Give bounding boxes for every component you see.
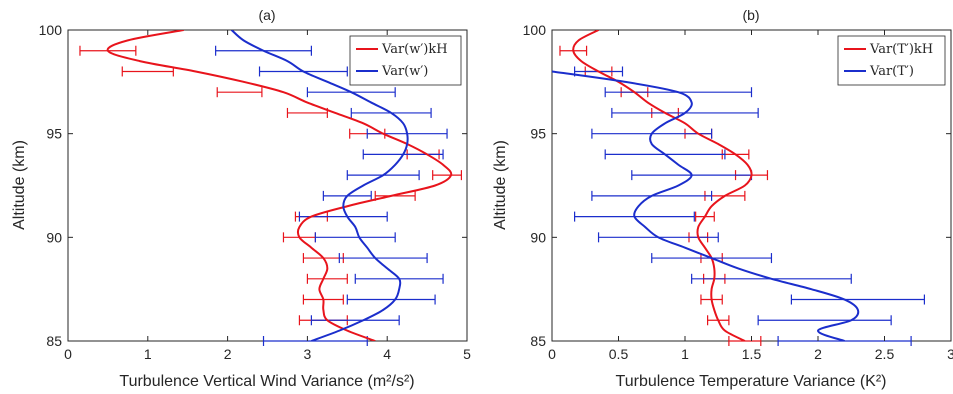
x-axis-label-a: Turbulence Vertical Wind Variance (m²/s²… <box>119 373 414 390</box>
x-tick-label-b-4: 2 <box>814 346 822 362</box>
series-line-a-1 <box>230 30 409 341</box>
series-line-a-0 <box>106 30 453 341</box>
y-tick-label-b-0: 85 <box>530 333 546 349</box>
y-tick-label-a-3: 100 <box>39 22 63 38</box>
x-tick-label-b-5: 2.5 <box>875 346 895 362</box>
x-tick-label-b-0: 0 <box>548 346 556 362</box>
legend-label-red-b: Var(T′)kH <box>869 42 933 57</box>
y-tick-label-a-1: 90 <box>46 229 62 245</box>
y-tick-label-b-1: 90 <box>530 229 546 245</box>
panel-b: 0 0.5 1 1.5 2 2.5 3 85 90 95 100 (b) Turbulence Te… <box>492 7 953 390</box>
x-tick-label-a-1: 1 <box>144 346 152 362</box>
x-tick-label-b-3: 1.5 <box>742 346 762 362</box>
x-tick-label-a-2: 2 <box>224 346 232 362</box>
panel-a: 0 1 2 3 4 5 85 90 95 100 (a) Turbulence Vertical … <box>11 7 471 390</box>
x-axis-label-b: Turbulence Temperature Variance (K²) <box>616 373 887 390</box>
y-axis-label-b: Altitude (km) <box>492 140 509 230</box>
y-tick-label-b-3: 100 <box>523 22 547 38</box>
x-tick-label-b-1: 0.5 <box>609 346 629 362</box>
y-tick-label-a-0: 85 <box>46 333 62 349</box>
chart-title-a: (a) <box>258 7 275 23</box>
legend-a: Var(w′)kH Var(w′) <box>349 35 462 86</box>
x-tick-label-a-0: 0 <box>64 346 72 362</box>
series-line-b-1 <box>552 70 860 341</box>
legend-label-blue-a: Var(w′) <box>381 64 428 79</box>
legend-label-red-a: Var(w′)kH <box>381 42 448 57</box>
x-tick-label-b-6: 3 <box>947 346 953 362</box>
plot-marks-a <box>79 30 463 346</box>
series-line-b-0 <box>572 30 753 341</box>
plot-marks-b <box>552 30 926 346</box>
x-tick-label-a-4: 4 <box>383 346 391 362</box>
legend-b: Var(T′)kH Var(T′) <box>837 35 946 86</box>
y-tick-label-a-2: 95 <box>46 126 62 142</box>
x-tick-label-b-2: 1 <box>681 346 689 362</box>
y-axis-label-a: Altitude (km) <box>11 140 28 230</box>
x-tick-label-a-3: 3 <box>304 346 312 362</box>
legend-label-blue-b: Var(T′) <box>869 64 914 79</box>
legend-box-a <box>349 35 462 86</box>
legend-box-b <box>837 35 946 86</box>
ticks-a: 0 1 2 3 4 5 85 90 95 100 <box>39 22 471 362</box>
ticks-b: 0 0.5 1 1.5 2 2.5 3 85 90 95 100 <box>523 22 953 362</box>
chart-title-b: (b) <box>742 7 759 23</box>
x-tick-label-a-5: 5 <box>463 346 471 362</box>
y-tick-label-b-2: 95 <box>530 126 546 142</box>
